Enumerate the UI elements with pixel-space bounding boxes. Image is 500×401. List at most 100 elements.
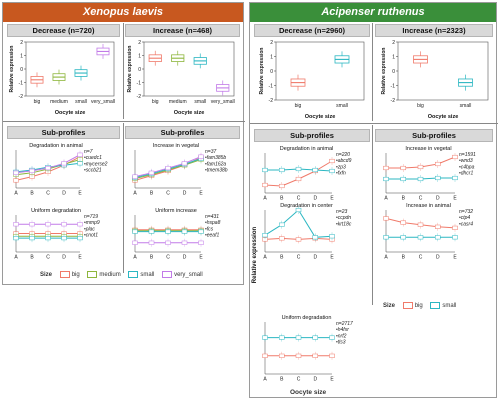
xenopus-title: Xenopus laevis	[3, 3, 243, 22]
xl-sub-uni-inc-xtick-D: D	[183, 255, 187, 261]
xl-increase-xtick-label-big: big	[152, 99, 159, 105]
xl-legend-big: big	[71, 272, 80, 279]
ar-sub-inc-vegetal-xtick-A: A	[384, 196, 388, 202]
xl-sub-uni-inc-series-2-point-3	[181, 229, 188, 234]
ar-sub-uni-deg-xtick-E: E	[330, 377, 334, 383]
xl-sub-uni-deg-chart: Uniform degradation A B C D En=719•mmp9•plac•…	[13, 208, 100, 261]
ar-increase-ytick-label-1: 1	[392, 54, 395, 60]
ar-sub-inc-vegetal-xtick-E: E	[453, 196, 457, 202]
xl-legend: Size big medium small very_small	[40, 271, 203, 278]
ar-sub-uni-deg-chart: Uniform degradation A B C D En=2717•h4fxr•nrf…	[262, 315, 353, 383]
xl-sub-uni-inc-annotation-3: •eeaf1	[205, 233, 219, 239]
ar-sub-deg-center-series-0-point-1	[279, 236, 285, 241]
xl-sub-uni-inc-chart: Uniform increase A B C D En=431•hspa8•fcs•eea…	[132, 208, 221, 261]
xl-decrease-ytick-label--2: -2	[19, 94, 24, 100]
ar-sub-deg-center-title: Degradation in center	[280, 203, 333, 209]
ar-sub-inc-vegetal-title: Increase in vegetal	[405, 146, 451, 152]
xl-sub-uni-deg-annotation-0: n=719	[84, 214, 98, 220]
ar-sub-inc-vegetal-series-1-point-1	[400, 176, 406, 182]
ar-sub-deg-animal-series-0-point-0	[262, 182, 268, 188]
xl-decrease-ytick-label-1: 1	[20, 53, 23, 59]
ar-increase-ytick-label--2: -2	[391, 98, 396, 104]
xl-sub-inc-vegetal-xtick-C: C	[166, 191, 170, 197]
ar-sub-deg-animal-series-0-point-4	[329, 158, 335, 164]
xl-sub-inc-vegetal-title: Increase in vegetal	[153, 143, 199, 149]
ar-sub-deg-center-xtick-A: A	[263, 255, 267, 261]
xl-sub-uni-deg-xtick-D: D	[62, 255, 66, 261]
xl-sub-inc-vegetal-series-3-point-3	[181, 161, 188, 166]
xl-sub-uni-deg-series-2-point-4	[77, 236, 83, 241]
xl-increase-xlabel: Oocyte size	[174, 110, 205, 116]
xl-sub-inc-vegetal-annotation-1: •fam385b	[205, 155, 226, 161]
xl-divider-mid	[3, 121, 245, 122]
ar-sub-ylabel: Relative expression	[252, 226, 258, 283]
xl-sub-deg-animal-series-3-point-1	[29, 168, 35, 173]
ar-sub-inc-animal-series-0-point-2	[417, 222, 424, 227]
ar-sub-uni-deg-series-1-point-0	[262, 335, 268, 340]
xl-sub-inc-vegetal-series-3-point-1	[148, 170, 155, 175]
ar-sub-uni-deg-xtick-C: C	[297, 377, 301, 383]
ar-sub-inc-animal-annotation-0: n=732	[459, 209, 473, 215]
ar-sub-deg-center-annotation-1: •ccpdn	[336, 215, 351, 221]
ar-sub-deg-animal-annotation-3: •fxfn	[336, 171, 346, 177]
ar-sub-inc-animal-chart: Increase in animal A B C D En=732•ctp4•casr4	[383, 203, 473, 261]
ar-sub-deg-center-xtick-C: C	[297, 255, 301, 261]
ar-decrease-ytick-label-1: 1	[270, 54, 273, 60]
ar-legend: Size big small	[383, 302, 456, 309]
xl-legend-swatch-big	[59, 271, 70, 278]
xl-sub-uni-deg-annotation-3: •cnot1	[84, 233, 98, 239]
xl-decrease-header: Decrease (n=720)	[7, 24, 120, 37]
ar-decrease-ytick-label--2: -2	[269, 98, 274, 104]
xl-increase-xtick-label-medium: medium	[169, 99, 187, 105]
ar-increase-ytick-label--1: -1	[391, 83, 396, 89]
ar-divider-mid	[250, 123, 498, 124]
ar-sub-uni-deg-annotation-2: •nrf2	[336, 333, 347, 339]
ar-sub-uni-deg-xtick-A: A	[263, 377, 267, 383]
ar-sub-deg-center-series-1-point-2	[295, 207, 302, 213]
ar-sub-inc-animal-series-1-point-4	[452, 235, 458, 240]
ar-decrease-xtick-label-small: small	[336, 103, 348, 109]
xl-sub-deg-animal-xtick-B: B	[30, 191, 34, 197]
xl-sub-uni-inc-xtick-A: A	[133, 255, 137, 261]
ar-sub-xlabel: Oocyte size	[290, 389, 327, 396]
ar-sub-deg-animal-annotation-1: •abcd9	[336, 158, 352, 164]
xl-sub-uni-deg-series-3-point-2	[45, 222, 51, 227]
xl-sub-uni-inc-series-3-point-1	[148, 240, 155, 245]
xl-sub-inc-vegetal-annotation-0: n=37	[205, 149, 216, 155]
xl-sub-uni-deg-series-3-point-4	[77, 222, 83, 227]
xl-sub-inc-vegetal-xtick-A: A	[133, 191, 137, 197]
ar-sub-inc-animal-annotation-1: •ctp4	[459, 215, 470, 221]
xl-increase-header: Increase (n=468)	[125, 24, 240, 37]
xl-sub-deg-animal-annotation-0: n=7	[84, 149, 93, 155]
ar-divider-bottom	[372, 125, 373, 305]
xl-legend-small: small	[140, 272, 155, 279]
xl-sub-uni-deg-title: Uniform degradation	[31, 208, 81, 214]
xl-sub-uni-inc-series-2-point-4	[198, 229, 204, 234]
xl-sub-uni-inc-series-2-point-2	[165, 229, 171, 234]
xl-sub-uni-deg-annotation-2: •plac	[84, 226, 95, 232]
ar-legend-swatch-big	[402, 302, 413, 309]
ar-decrease-ylabel: Relative expression	[259, 48, 265, 95]
ar-sub-inc-vegetal-annotation-1: •wnd3	[459, 158, 473, 164]
ar-sub-deg-center-chart: Degradation in center A B C D En=23•ccpdn•krt…	[262, 203, 352, 261]
xl-sub-inc-vegetal-series-3-point-0	[132, 174, 138, 179]
xl-sub-uni-deg-series-2-point-2	[45, 236, 51, 241]
ar-sub-inc-animal-series-1-point-2	[417, 235, 424, 240]
ar-increase-plot-area	[397, 41, 489, 101]
ar-sub-ylabel-text: Relative expression	[252, 226, 258, 283]
xl-increase-ytick-label--1: -1	[137, 80, 142, 86]
xl-sub-deg-animal-annotation-2: •mycerse2	[84, 161, 108, 167]
ar-sub-deg-animal-series-1-point-4	[329, 168, 335, 174]
xl-decrease-ytick-label--1: -1	[19, 80, 24, 86]
ar-sub-deg-center-series-1-point-3	[312, 235, 318, 240]
ar-sub-deg-center-series-1	[264, 209, 333, 238]
ar-sub-deg-center-series-1-point-0	[262, 233, 268, 238]
xl-increase-ytick-label-0: 0	[138, 67, 141, 73]
ar-decrease-xlabel: Oocyte size	[305, 114, 336, 120]
ar-sub-inc-vegetal-series-1-point-4	[452, 175, 458, 181]
xl-decrease-xlabel: Oocyte size	[55, 110, 86, 116]
xl-decrease-ylabel: Relative expression	[9, 46, 15, 93]
xl-sub-deg-animal-title: Degradation in animal	[29, 143, 83, 149]
xl-legend-swatch-very-small	[162, 271, 173, 278]
ar-increase-ylabel: Relative expression	[381, 48, 387, 95]
